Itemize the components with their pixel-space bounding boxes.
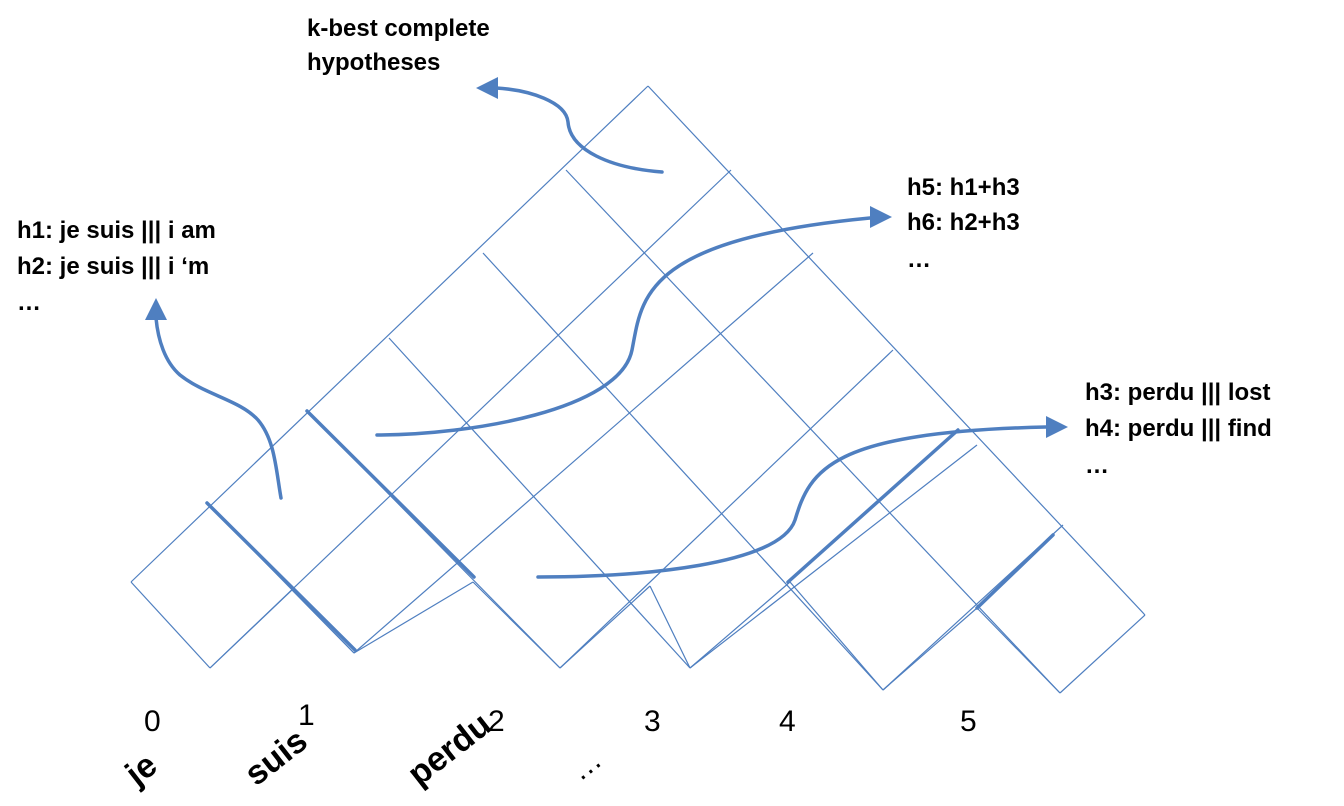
arrow-to-right-hypotheses [536, 425, 1048, 579]
source-word: suis [238, 721, 315, 793]
source-word: perdu [401, 705, 499, 793]
position-label: 1 [298, 699, 315, 732]
top-annotation: k-best complete hypotheses [307, 15, 490, 76]
arrowhead-left [145, 298, 167, 320]
grid-ascending-line [209, 169, 732, 669]
middle-right-annotation: h5: h1+h3 h6: h2+h3 … [907, 174, 1020, 273]
span-highlights [205, 409, 1055, 652]
grid-descending-line [388, 337, 691, 669]
right-annotation-line: … [1085, 452, 1109, 479]
middle-right-annotation-line: … [907, 246, 931, 273]
grid-bottom-left-edge [130, 581, 211, 669]
right-annotation-line: h4: perdu ||| find [1085, 415, 1272, 442]
position-label: 5 [960, 705, 977, 738]
grid-ascending-line [353, 252, 814, 654]
grid-ascending-line [689, 444, 978, 669]
left-annotation-line: h1: je suis ||| i am [17, 217, 216, 244]
source-words: je suis perdu … [118, 705, 608, 794]
arrowhead-top [476, 77, 498, 99]
grid-bottom-cell-edge [789, 581, 884, 691]
grid-bottom-cell-edge [353, 581, 474, 654]
left-annotation-line: h2: je suis ||| i ‘m [17, 253, 209, 280]
top-annotation-line: hypotheses [307, 49, 440, 76]
position-label: 2 [488, 705, 505, 738]
grid-descending-line [565, 169, 1061, 694]
grid-bottom-cell-edge [689, 581, 791, 669]
right-annotation-line: h3: perdu ||| lost [1085, 379, 1270, 406]
position-label: 0 [144, 705, 161, 738]
top-annotation-line: k-best complete [307, 15, 490, 42]
grid-right-edge [647, 85, 1146, 616]
middle-right-annotation-line: h6: h2+h3 [907, 209, 1020, 236]
span-mark-suis [305, 409, 476, 579]
span-mark-je [205, 501, 357, 652]
source-word-ellipsis: … [564, 743, 608, 787]
grid-bottom-cell-edge [649, 585, 691, 669]
grid-ascending-line [559, 349, 894, 669]
arrows [145, 77, 1068, 579]
left-annotation-line: … [17, 289, 41, 316]
span-mark-end [975, 533, 1055, 610]
arrowhead-right [1046, 416, 1068, 438]
arrow-to-left-hypotheses [154, 316, 283, 500]
source-word: je [118, 746, 165, 794]
arrowhead-middle [870, 206, 892, 228]
grid-bottom-right-edge [1059, 614, 1146, 694]
arrow-to-top-hypotheses [494, 86, 664, 174]
span-mark-perdu [786, 428, 960, 584]
left-annotation: h1: je suis ||| i am h2: je suis ||| i ‘… [17, 217, 216, 316]
middle-right-annotation-line: h5: h1+h3 [907, 174, 1020, 201]
arrow-to-middle-hypotheses [375, 216, 872, 437]
position-label: 3 [644, 705, 661, 738]
position-labels: 0 1 2 3 4 5 [144, 699, 977, 738]
chart-grid [130, 85, 1146, 694]
position-label: 4 [779, 705, 796, 738]
grid-left-edge [130, 85, 649, 583]
right-annotation: h3: perdu ||| lost h4: perdu ||| find … [1085, 379, 1272, 479]
grid-descending-line [482, 252, 884, 691]
